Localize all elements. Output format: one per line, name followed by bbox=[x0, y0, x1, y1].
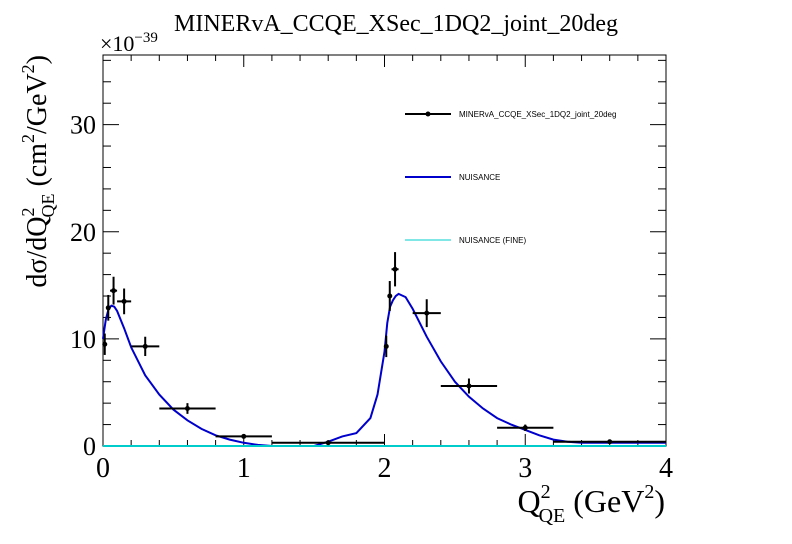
data-point bbox=[215, 433, 272, 439]
data-point bbox=[131, 336, 160, 357]
data-point bbox=[117, 288, 132, 315]
data-marker bbox=[105, 305, 111, 311]
y-tick-label: 20 bbox=[70, 218, 96, 247]
data-marker bbox=[184, 406, 190, 412]
data-marker bbox=[522, 425, 528, 431]
x-axis-label: Q2 QE (GeV2) bbox=[517, 481, 665, 527]
data-point bbox=[383, 335, 389, 358]
data-marker bbox=[607, 439, 613, 445]
data-point bbox=[497, 424, 554, 432]
data-marker bbox=[111, 288, 117, 294]
data-marker bbox=[142, 343, 148, 349]
data-marker bbox=[102, 341, 108, 347]
x-tick-label: 1 bbox=[237, 453, 251, 484]
legend-label: MINERvA_CCQE_XSec_1DQ2_joint_20deg bbox=[459, 110, 616, 119]
data-point bbox=[110, 276, 118, 305]
data-point bbox=[440, 378, 498, 394]
legend-label: NUISANCE bbox=[459, 173, 500, 182]
x-tick-label: 0 bbox=[96, 453, 110, 484]
data-point bbox=[271, 440, 385, 446]
series-layer bbox=[102, 252, 666, 447]
y-tick-label: 30 bbox=[70, 111, 96, 140]
data-marker bbox=[325, 440, 331, 446]
data-marker bbox=[387, 293, 393, 299]
y-exponent-label: ×10−39 bbox=[100, 30, 158, 56]
data-point bbox=[391, 252, 399, 287]
legend-marker bbox=[425, 111, 431, 117]
data-point bbox=[412, 299, 441, 328]
axis-tick-labels: 0 1 2 3 4 0 10 20 30 bbox=[70, 111, 673, 484]
chart-title: MINERvA_CCQE_XSec_1DQ2_joint_20deg bbox=[174, 11, 618, 37]
x-tick-label: 3 bbox=[518, 453, 532, 484]
data-point bbox=[102, 333, 108, 355]
y-axis-label: dσ/dQ2QE (cm2/GeV2) bbox=[18, 55, 58, 288]
data-marker bbox=[392, 266, 398, 272]
data-point bbox=[387, 281, 393, 312]
series-line-1 bbox=[102, 292, 666, 447]
data-marker bbox=[424, 310, 430, 316]
data-point bbox=[105, 294, 111, 321]
y-tick-label: 10 bbox=[70, 325, 96, 354]
legend-label: NUISANCE (FINE) bbox=[459, 236, 526, 245]
legend-entry: MINERvA_CCQE_XSec_1DQ2_joint_20deg bbox=[405, 110, 616, 119]
legend: MINERvA_CCQE_XSec_1DQ2_joint_20deg NUISAN… bbox=[405, 110, 616, 245]
y-tick-label: 0 bbox=[83, 432, 96, 461]
data-point bbox=[553, 439, 666, 445]
data-marker bbox=[466, 383, 472, 389]
legend-entry: NUISANCE (FINE) bbox=[405, 236, 526, 245]
data-marker bbox=[241, 433, 247, 439]
legend-entry: NUISANCE bbox=[405, 173, 500, 182]
data-point bbox=[159, 403, 216, 414]
x-tick-label: 4 bbox=[659, 453, 673, 484]
data-marker bbox=[121, 298, 127, 304]
x-tick-label: 2 bbox=[378, 453, 392, 484]
data-marker bbox=[383, 343, 389, 349]
